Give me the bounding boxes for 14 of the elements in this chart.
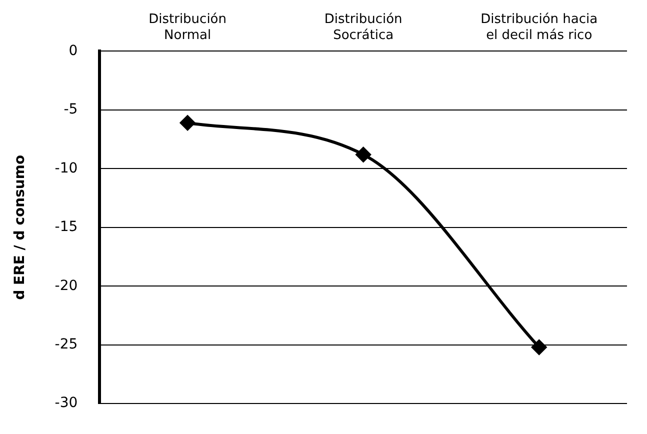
point — [356, 147, 371, 162]
y-tick-label: -15 — [54, 219, 78, 236]
y-tick-label: 0 — [68, 42, 78, 59]
x-tick-label: Distribución Normal — [148, 12, 227, 43]
y-tick-label: -5 — [64, 102, 78, 118]
x-tick-label: Distribución Socrática — [324, 12, 402, 43]
y-tick-label: -10 — [54, 160, 78, 176]
point — [532, 340, 547, 355]
y-tick-label: -30 — [54, 395, 78, 412]
y-tick-label: -25 — [54, 336, 78, 353]
x-tick-label: Distribución hacia el decil más rico — [480, 12, 598, 43]
point — [180, 115, 196, 130]
y-tick-label: -20 — [54, 278, 78, 294]
y-axis-title: d ERE / d consumo — [12, 154, 28, 300]
